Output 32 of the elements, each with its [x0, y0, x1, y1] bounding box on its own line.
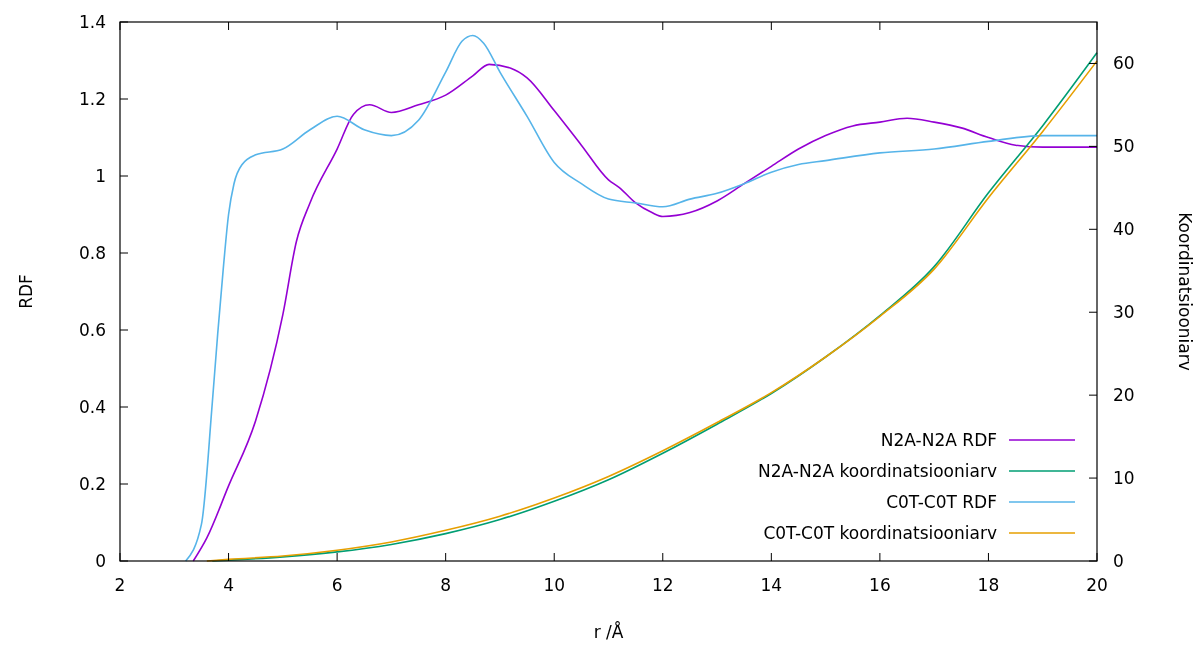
y-tick-label: 0.6 [78, 319, 106, 340]
y2-tick-label: 50 [1113, 136, 1135, 157]
y2-tick-label: 40 [1113, 219, 1135, 240]
legend-label: N2A-N2A RDF [880, 429, 997, 450]
y-axis-title: RDF [16, 274, 36, 309]
y2-tick-label: 20 [1113, 385, 1135, 406]
x-tick-label: 6 [331, 575, 343, 595]
x-axis-title: r /Å [593, 621, 624, 642]
y2-tick-label: 30 [1113, 302, 1135, 323]
x-tick-label: 2 [114, 575, 126, 595]
y-tick-label: 1 [95, 165, 106, 186]
x-tick-label: 14 [760, 575, 783, 595]
x-tick-label: 20 [1086, 575, 1108, 595]
y-tick-label: 0 [95, 550, 106, 571]
y-tick-label: 1.2 [78, 88, 106, 109]
y-tick-label: 0.8 [78, 242, 106, 263]
legend-label: N2A-N2A koordinatsiooniarv [758, 460, 997, 481]
y-tick-label: 0.4 [78, 396, 106, 417]
x-tick-label: 18 [977, 575, 1000, 595]
y-tick-label: 0.2 [78, 473, 106, 494]
x-tick-label: 8 [440, 575, 452, 595]
x-tick-label: 12 [651, 575, 674, 595]
y2-tick-label: 10 [1113, 468, 1135, 489]
x-tick-label: 10 [543, 575, 566, 595]
x-tick-label: 4 [223, 575, 234, 595]
x-tick-label: 16 [869, 575, 891, 595]
y2-axis-title: Koordinatsiooniarv [1175, 212, 1195, 371]
y2-tick-label: 60 [1113, 53, 1135, 74]
y-tick-label: 1.4 [78, 11, 106, 32]
y2-tick-label: 0 [1113, 550, 1124, 571]
legend-label: C0T-C0T koordinatsiooniarv [763, 522, 997, 543]
legend-label: C0T-C0T RDF [886, 491, 997, 512]
